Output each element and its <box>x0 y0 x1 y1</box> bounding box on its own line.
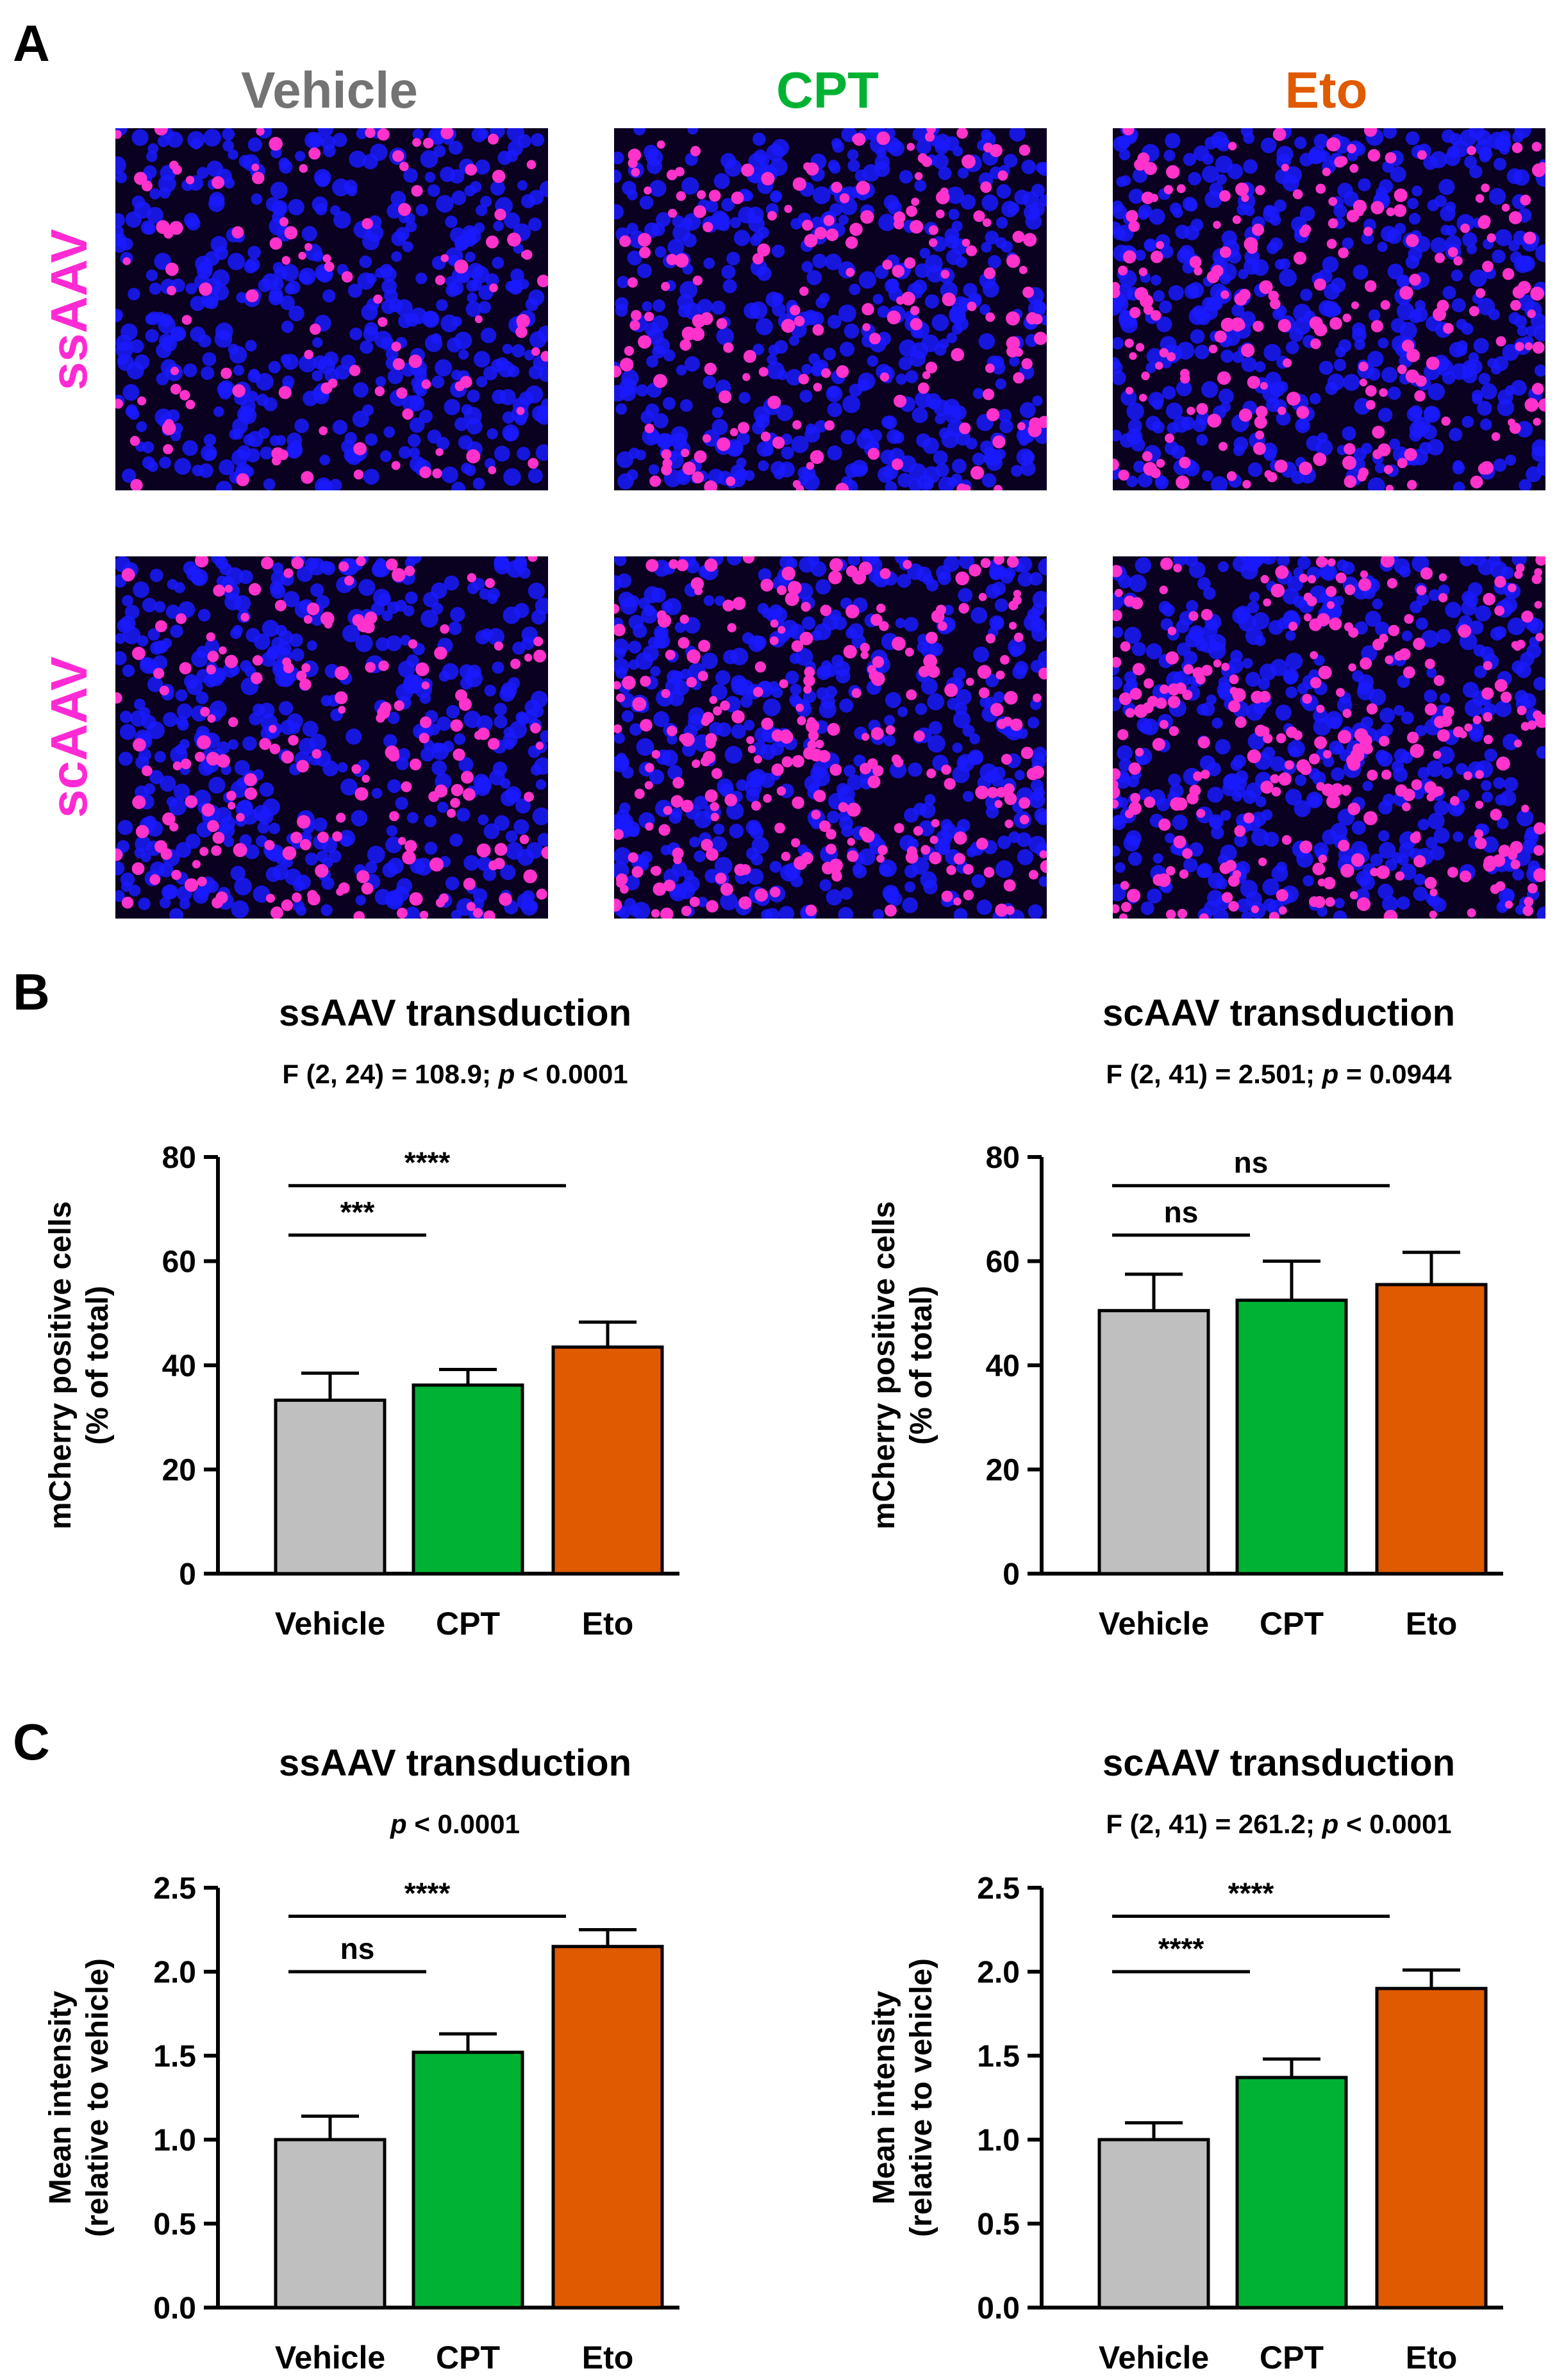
x-tick-label: Vehicle <box>275 1606 385 1642</box>
x-tick-label: Eto <box>1406 2340 1458 2376</box>
micrograph-ssaav-cpt <box>614 128 1047 490</box>
y-tick-label: 1.0 <box>977 2124 1020 2158</box>
bar-eto <box>1375 1283 1488 1576</box>
y-axis-label: mCherry positive cells (% of total) <box>867 1201 938 1529</box>
bar-cpt <box>412 1383 524 1576</box>
significance-label: **** <box>404 1877 451 1910</box>
micrograph-col-title-vehicle: Vehicle <box>241 62 418 119</box>
y-tick-label: 1.0 <box>153 2124 196 2158</box>
y-tick-label: 0.0 <box>977 2292 1020 2326</box>
y-tick-label: 0.5 <box>977 2208 1020 2242</box>
x-tick-label: CPT <box>1260 1606 1324 1642</box>
micrograph-scaav-eto <box>1113 556 1545 919</box>
significance-label: ns <box>1234 1146 1269 1179</box>
y-tick-label: 0.5 <box>153 2208 196 2242</box>
y-axis-label: Mean intensity (relative to vehicle) <box>867 1958 938 2237</box>
x-tick-label: Eto <box>582 2340 634 2376</box>
bar-eto <box>551 1945 664 2309</box>
micrograph-col-title-eto: Eto <box>1285 62 1368 119</box>
y-tick-label: 20 <box>986 1454 1020 1488</box>
bar-cpt <box>412 2051 524 2309</box>
x-tick-label: Vehicle <box>275 2340 385 2376</box>
bar-cpt <box>1235 1298 1348 1576</box>
y-tick-label: 0.0 <box>153 2292 196 2326</box>
micrograph-row-title-scaav: scAAV <box>40 656 97 818</box>
y-tick-label: 2.5 <box>153 1872 196 1906</box>
y-tick-label: 2.0 <box>153 1956 196 1990</box>
y-axis-label: Mean intensity (relative to vehicle) <box>44 1958 115 2237</box>
charts-group: ssAAV transduction F (2, 24) = 108.9; p <… <box>44 992 1503 2376</box>
bar-vehicle <box>1097 1309 1210 1576</box>
x-tick-label: CPT <box>1260 2340 1324 2376</box>
y-tick-label: 40 <box>162 1349 196 1383</box>
y-axis-label: mCherry positive cells (% of total) <box>44 1201 115 1529</box>
y-tick-label: 60 <box>162 1245 196 1279</box>
micrograph-grid <box>115 128 1545 919</box>
chart-subtitle: p < 0.0001 <box>390 1809 520 1839</box>
y-tick-label: 0 <box>1003 1558 1020 1592</box>
significance-label: **** <box>1158 1932 1204 1965</box>
chart-B-right: scAAV transduction F (2, 41) = 2.501; p =… <box>867 992 1503 1642</box>
y-tick-label: 2.0 <box>977 1956 1020 1990</box>
significance-label: **** <box>404 1146 451 1179</box>
significance-label: **** <box>1228 1877 1274 1910</box>
y-tick-label: 2.5 <box>977 1872 1020 1906</box>
significance-label: *** <box>340 1195 375 1229</box>
micrograph-scaav-vehicle <box>115 556 548 919</box>
chart-C-right: scAAV transduction F (2, 41) = 261.2; p <… <box>867 1742 1503 2376</box>
bar-vehicle <box>274 1398 387 1576</box>
chart-title: ssAAV transduction <box>279 992 631 1034</box>
y-tick-label: 60 <box>986 1245 1020 1279</box>
x-tick-label: Eto <box>1406 1606 1458 1642</box>
micrograph-ssaav-eto <box>1113 128 1545 490</box>
panel-label-c: C <box>13 1713 50 1770</box>
x-tick-label: CPT <box>436 2340 500 2376</box>
x-tick-label: Eto <box>582 1606 634 1642</box>
micrograph-scaav-cpt <box>614 556 1047 919</box>
micrograph-col-title-cpt: CPT <box>776 62 879 119</box>
y-tick-label: 80 <box>162 1141 196 1175</box>
micrograph-row-title-ssaav: ssAAV <box>40 229 97 390</box>
chart-B-left: ssAAV transduction F (2, 24) = 108.9; p <… <box>44 992 679 1642</box>
chart-title: scAAV transduction <box>1103 992 1455 1034</box>
panel-label-b: B <box>13 963 50 1020</box>
bar-vehicle <box>1097 2138 1210 2309</box>
x-tick-label: Vehicle <box>1099 2340 1209 2376</box>
y-tick-label: 20 <box>162 1454 196 1488</box>
bar-vehicle <box>274 2138 387 2309</box>
panel-label-a: A <box>13 15 50 72</box>
y-tick-label: 80 <box>986 1141 1020 1175</box>
chart-subtitle: F (2, 24) = 108.9; p < 0.0001 <box>282 1059 628 1089</box>
bar-eto <box>1375 1986 1488 2309</box>
x-tick-label: CPT <box>436 1606 500 1642</box>
chart-subtitle: F (2, 41) = 2.501; p = 0.0944 <box>1106 1059 1452 1089</box>
significance-label: ns <box>1164 1195 1199 1229</box>
bar-cpt <box>1235 2076 1348 2309</box>
significance-label: ns <box>340 1932 375 1965</box>
bar-eto <box>551 1345 664 1576</box>
y-tick-label: 40 <box>986 1349 1020 1383</box>
y-tick-label: 0 <box>179 1558 196 1592</box>
chart-C-left: ssAAV transduction p < 0.0001 0.0 0.5 1.0 1.5… <box>44 1742 679 2376</box>
chart-subtitle: F (2, 41) = 261.2; p < 0.0001 <box>1106 1809 1451 1839</box>
chart-title: ssAAV transduction <box>279 1742 631 1784</box>
chart-title: scAAV transduction <box>1103 1742 1455 1784</box>
y-tick-label: 1.5 <box>153 2040 196 2074</box>
x-tick-label: Vehicle <box>1099 1606 1209 1642</box>
y-tick-label: 1.5 <box>977 2040 1020 2074</box>
micrograph-ssaav-vehicle <box>115 128 548 490</box>
